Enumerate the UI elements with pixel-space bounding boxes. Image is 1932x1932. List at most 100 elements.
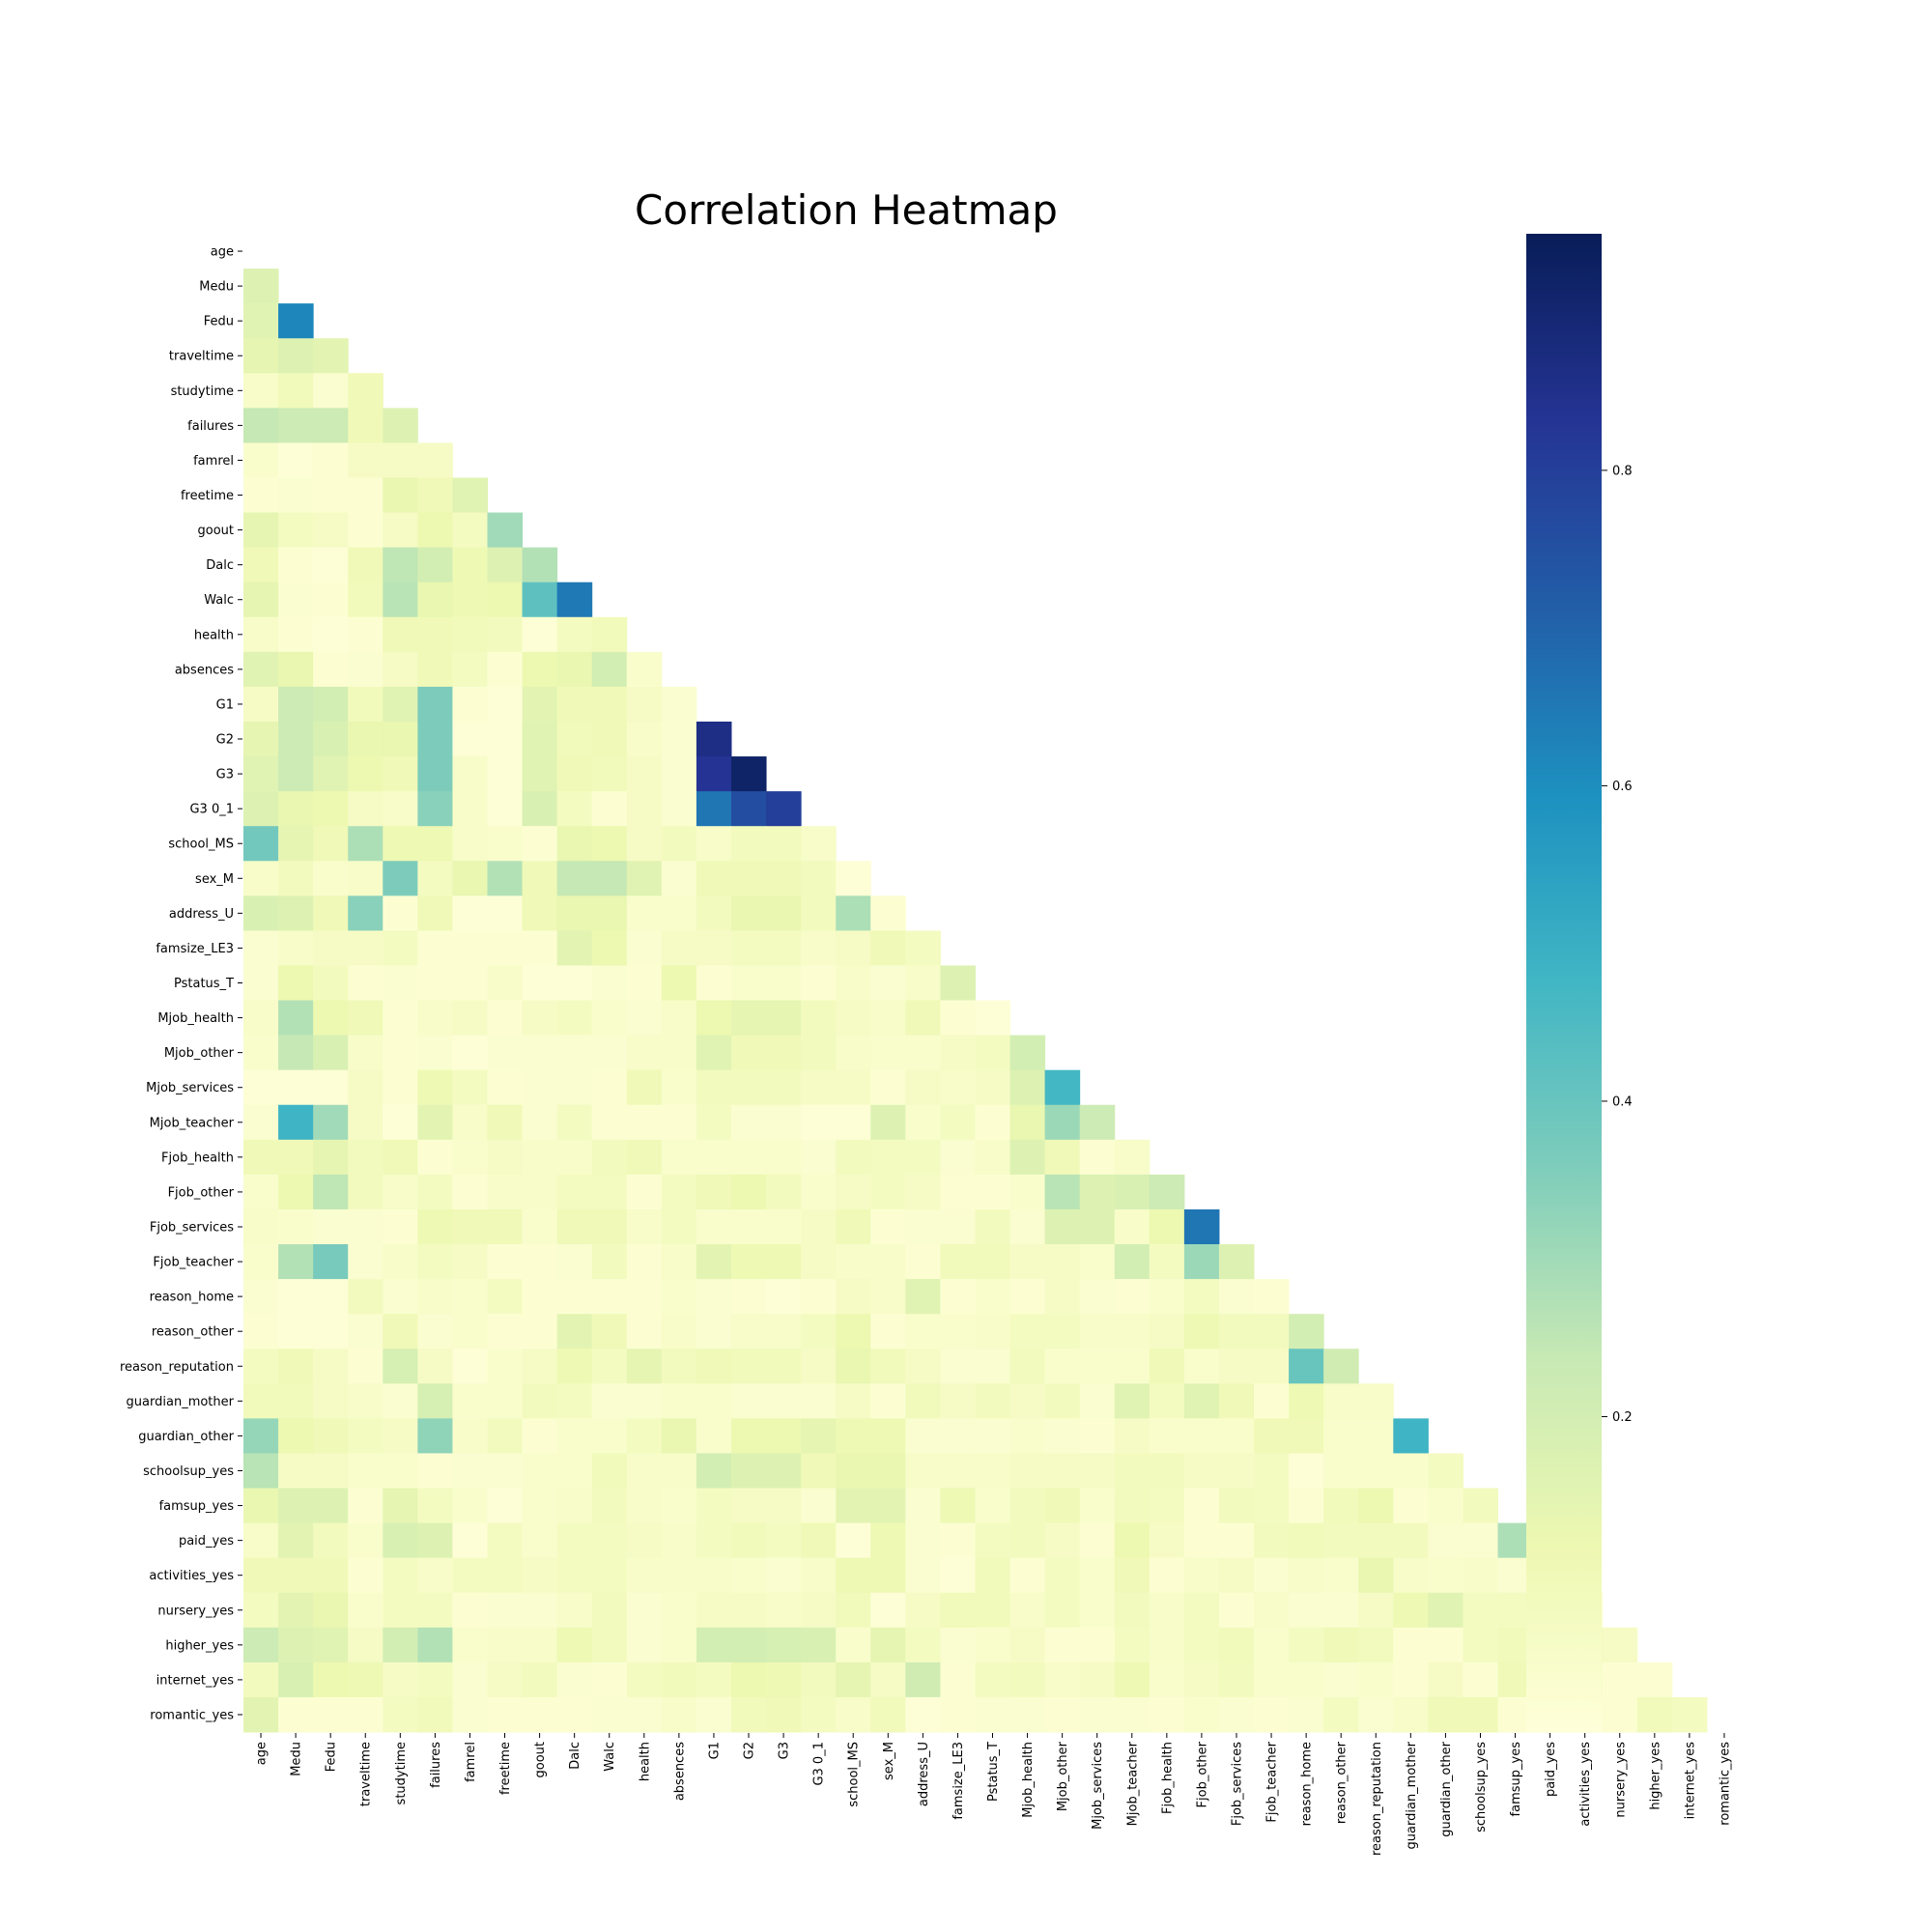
heatmap-cell [626, 1627, 663, 1663]
heatmap-cell [487, 1035, 524, 1071]
heatmap-cell [522, 1488, 558, 1524]
heatmap-cell [730, 1662, 767, 1698]
heatmap-cell [1183, 1488, 1220, 1524]
heatmap-cell [626, 965, 663, 1002]
heatmap-cell [383, 791, 418, 827]
heatmap-cell [1009, 1314, 1046, 1350]
heatmap-cell [556, 1069, 593, 1106]
heatmap-cell [1114, 1627, 1151, 1663]
heatmap-cell [591, 1000, 628, 1037]
heatmap-cell [243, 895, 279, 931]
heatmap-cell [278, 1662, 314, 1698]
heatmap-cell [870, 1104, 906, 1141]
heatmap-cell [626, 1069, 663, 1106]
heatmap-cell [905, 1208, 941, 1245]
heatmap-cell [243, 1418, 279, 1454]
heatmap-cell [452, 930, 488, 966]
heatmap-cell [1254, 1592, 1290, 1629]
heatmap-cell [836, 1592, 871, 1629]
heatmap-cell [766, 1522, 802, 1559]
heatmap-cell [1428, 1453, 1463, 1490]
heatmap-cell [243, 1349, 279, 1384]
heatmap-cell [905, 1279, 941, 1315]
heatmap-cell [383, 965, 418, 1002]
heatmap-cell [1428, 1488, 1463, 1524]
heatmap-cell [452, 1488, 488, 1524]
heatmap-cell [696, 1522, 732, 1559]
heatmap-cell [243, 1557, 279, 1594]
heatmap-cell [1044, 1244, 1081, 1280]
heatmap-cell [1254, 1383, 1290, 1419]
heatmap-cell [696, 721, 732, 757]
heatmap-cell [313, 616, 349, 653]
x-tick-label: famsize_LE3 [952, 1742, 966, 1820]
heatmap-cell [1358, 1662, 1394, 1698]
heatmap-cell [487, 616, 524, 653]
heatmap-cell [452, 1696, 488, 1733]
heatmap-cell [766, 1696, 802, 1733]
heatmap-cell [591, 1069, 628, 1106]
heatmap-cell [452, 861, 488, 896]
heatmap-cell [1079, 1453, 1116, 1490]
heatmap-cell [696, 1592, 732, 1629]
heatmap-cell [348, 1522, 384, 1559]
heatmap-cell [626, 1000, 663, 1037]
heatmap-cell [1393, 1522, 1429, 1559]
heatmap-cell [522, 616, 558, 653]
heatmap-cell [243, 1314, 279, 1350]
heatmap-cell [1218, 1279, 1255, 1315]
heatmap-cell [1428, 1592, 1463, 1629]
y-tick-label: freetime [181, 489, 234, 503]
heatmap-cell [626, 1696, 663, 1733]
heatmap-cell [348, 1069, 384, 1106]
heatmap-cell [1463, 1522, 1499, 1559]
x-tick-label: reason_reputation [1370, 1742, 1384, 1856]
heatmap-cell [278, 930, 314, 966]
heatmap-cell [243, 965, 279, 1002]
heatmap-cell [417, 512, 453, 549]
heatmap-cell [661, 1522, 697, 1559]
x-tick-label: romantic_yes [1718, 1742, 1732, 1826]
heatmap-cell [417, 1627, 453, 1663]
heatmap-cell [696, 1104, 732, 1141]
heatmap-cell [1149, 1279, 1185, 1315]
heatmap-cell [522, 686, 558, 723]
heatmap-cell [522, 1557, 558, 1594]
heatmap-cell [766, 1488, 802, 1524]
heatmap-cell [417, 442, 453, 478]
heatmap-cell [348, 895, 384, 931]
heatmap-cell [1289, 1627, 1324, 1663]
heatmap-cell [661, 1557, 697, 1594]
heatmap-cell [626, 1522, 663, 1559]
heatmap-cell [417, 1208, 453, 1245]
heatmap-cell [801, 1314, 837, 1350]
heatmap-cell [556, 965, 593, 1002]
heatmap-cell [313, 965, 349, 1002]
heatmap-cell [243, 512, 279, 549]
heatmap-cell [1289, 1522, 1324, 1559]
heatmap-cell [278, 1139, 314, 1176]
heatmap-cell [1218, 1349, 1255, 1384]
heatmap-cell [626, 721, 663, 757]
x-tick-label: Mjob_services [1091, 1742, 1105, 1830]
x-tick-label: Fedu [325, 1742, 339, 1772]
heatmap-cell [1393, 1627, 1429, 1663]
heatmap-cell [417, 582, 453, 618]
heatmap-cell [870, 930, 906, 966]
heatmap-cell [522, 721, 558, 757]
heatmap-cell [1358, 1696, 1394, 1733]
heatmap-cell [452, 1314, 488, 1350]
heatmap-cell [522, 1592, 558, 1629]
heatmap-cell [1044, 1208, 1081, 1245]
x-tick-label: guardian_mother [1405, 1741, 1419, 1849]
heatmap-cell [313, 477, 349, 514]
heatmap-cell [801, 826, 837, 862]
heatmap-cell [417, 1139, 453, 1176]
heatmap-cell [383, 1418, 418, 1454]
heatmap-cell [940, 1244, 976, 1280]
heatmap-cell [766, 1279, 802, 1315]
y-tick-label: Walc [204, 593, 234, 608]
heatmap-cell [1114, 1244, 1151, 1280]
heatmap-cell [348, 408, 384, 443]
heatmap-cell [870, 1383, 906, 1419]
